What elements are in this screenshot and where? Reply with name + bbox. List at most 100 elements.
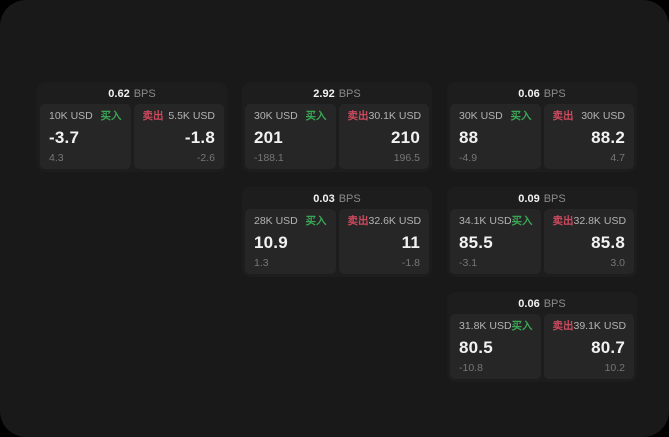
sell-amount: 30.1K USD xyxy=(368,110,422,122)
sell-quote-value: 85.8 xyxy=(591,232,625,252)
buy-sub-value: -3.1 xyxy=(459,256,478,269)
buy-side-label: 买入 xyxy=(305,215,327,227)
bps-quote-card: 0.06 BPS 31.8K USD 买入 80.5 -10.8 卖出 39.1… xyxy=(447,292,637,382)
card-header: 0.09 BPS xyxy=(450,190,634,209)
quote-panels: 31.8K USD 买入 80.5 -10.8 卖出 39.1K USD 80.… xyxy=(450,314,634,379)
sell-side-label: 卖出 xyxy=(142,110,164,122)
card-header: 2.92 BPS xyxy=(245,85,429,104)
sell-quote-value: 80.7 xyxy=(591,337,625,357)
bps-value: 0.06 xyxy=(518,298,540,310)
buy-sub-value: -188.1 xyxy=(254,151,284,164)
buy-amount: 28K USD xyxy=(254,215,298,227)
sell-amount: 30K USD xyxy=(581,110,625,122)
buy-panel-header: 28K USD 买入 xyxy=(254,216,327,227)
sell-panel[interactable]: 卖出 32.8K USD 85.8 3.0 xyxy=(543,209,634,274)
sell-amount: 39.1K USD xyxy=(573,320,627,332)
buy-panel[interactable]: 31.8K USD 买入 80.5 -10.8 xyxy=(450,314,541,379)
sell-quote-value: 11 xyxy=(401,232,420,252)
bps-unit-label: BPS xyxy=(543,298,566,310)
sell-panel-header: 卖出 32.6K USD xyxy=(347,215,422,227)
buy-amount: 10K USD xyxy=(49,110,93,122)
buy-quote-value: 10.9 xyxy=(254,232,288,252)
card-header: 0.03 BPS xyxy=(245,190,429,209)
buy-panel[interactable]: 10K USD 买入 -3.7 4.3 xyxy=(40,104,131,169)
bps-quote-card: 2.92 BPS 30K USD 买入 201 -188.1 卖出 30.1K … xyxy=(242,82,432,172)
sell-side-label: 卖出 xyxy=(552,215,574,227)
bps-quote-card: 0.62 BPS 10K USD 买入 -3.7 4.3 卖出 5.5K USD… xyxy=(37,82,227,172)
bps-unit-label: BPS xyxy=(338,88,361,100)
sell-panel[interactable]: 卖出 5.5K USD -1.8 -2.6 xyxy=(133,104,224,169)
buy-side-label: 买入 xyxy=(511,320,533,332)
sell-sub-value: 3.0 xyxy=(610,256,625,269)
quote-panels: 34.1K USD 买入 85.5 -3.1 卖出 32.8K USD 85.8… xyxy=(450,209,634,274)
sell-sub-value: 196.5 xyxy=(393,151,420,164)
sell-panel-header: 卖出 5.5K USD xyxy=(143,111,216,122)
bps-value: 0.03 xyxy=(313,193,335,205)
buy-panel-header: 31.8K USD 买入 xyxy=(459,320,533,332)
quote-panels: 30K USD 买入 88 -4.9 卖出 30K USD 88.2 4.7 xyxy=(450,104,634,169)
bps-unit-label: BPS xyxy=(133,88,156,100)
buy-quote-value: 201 xyxy=(254,127,283,147)
buy-panel[interactable]: 34.1K USD 买入 85.5 -3.1 xyxy=(450,209,541,274)
sell-sub-value: 10.2 xyxy=(604,361,625,374)
quote-panels: 28K USD 买入 10.9 1.3 卖出 32.6K USD 11 -1.8 xyxy=(245,209,429,274)
quote-panels: 10K USD 买入 -3.7 4.3 卖出 5.5K USD -1.8 -2.… xyxy=(40,104,224,169)
sell-amount: 5.5K USD xyxy=(168,110,215,122)
buy-quote-value: 88 xyxy=(459,127,479,147)
sell-side-label: 卖出 xyxy=(552,320,574,332)
sell-quote-value: -1.8 xyxy=(184,127,215,147)
card-header: 0.06 BPS xyxy=(450,295,634,314)
bps-value: 0.62 xyxy=(108,88,130,100)
sell-sub-value: 4.7 xyxy=(610,151,625,164)
buy-side-label: 买入 xyxy=(511,215,533,227)
sell-side-label: 卖出 xyxy=(347,215,369,227)
buy-side-label: 买入 xyxy=(100,110,122,122)
buy-quote-value: 85.5 xyxy=(459,232,493,252)
sell-sub-value: -2.6 xyxy=(196,151,215,164)
bps-value: 2.92 xyxy=(313,88,335,100)
bps-quote-card: 0.06 BPS 30K USD 买入 88 -4.9 卖出 30K USD 8… xyxy=(447,82,637,172)
sell-panel[interactable]: 卖出 32.6K USD 11 -1.8 xyxy=(338,209,429,274)
sell-panel[interactable]: 卖出 30K USD 88.2 4.7 xyxy=(543,104,634,169)
sell-sub-value: -1.8 xyxy=(401,256,420,269)
buy-side-label: 买入 xyxy=(510,110,532,122)
buy-sub-value: 1.3 xyxy=(254,256,269,269)
buy-panel-header: 30K USD 买入 xyxy=(254,111,327,122)
buy-amount: 30K USD xyxy=(254,110,298,122)
bps-quote-card: 0.09 BPS 34.1K USD 买入 85.5 -3.1 卖出 32.8K… xyxy=(447,187,637,277)
buy-panel[interactable]: 30K USD 买入 201 -188.1 xyxy=(245,104,336,169)
sell-amount: 32.8K USD xyxy=(573,215,627,227)
sell-quote-value: 210 xyxy=(391,127,420,147)
quote-cards-grid: 0.62 BPS 10K USD 买入 -3.7 4.3 卖出 5.5K USD… xyxy=(37,82,637,382)
bps-unit-label: BPS xyxy=(543,88,566,100)
sell-amount: 32.6K USD xyxy=(368,215,422,227)
sell-panel[interactable]: 卖出 30.1K USD 210 196.5 xyxy=(338,104,429,169)
buy-panel-header: 30K USD 买入 xyxy=(459,111,532,122)
buy-panel[interactable]: 28K USD 买入 10.9 1.3 xyxy=(245,209,336,274)
bps-unit-label: BPS xyxy=(543,193,566,205)
bps-quote-card: 0.03 BPS 28K USD 买入 10.9 1.3 卖出 32.6K US… xyxy=(242,187,432,277)
bps-value: 0.06 xyxy=(518,88,540,100)
bps-value: 0.09 xyxy=(518,193,540,205)
buy-amount: 31.8K USD xyxy=(459,320,512,332)
sell-panel-header: 卖出 30.1K USD xyxy=(348,110,422,122)
card-header: 0.06 BPS xyxy=(450,85,634,104)
buy-panel-header: 34.1K USD 买入 xyxy=(459,215,533,227)
buy-sub-value: -4.9 xyxy=(459,151,478,164)
sell-panel[interactable]: 卖出 39.1K USD 80.7 10.2 xyxy=(543,314,634,379)
buy-side-label: 买入 xyxy=(305,110,327,122)
buy-panel-header: 10K USD 买入 xyxy=(49,111,122,122)
buy-amount: 30K USD xyxy=(459,110,503,122)
bps-unit-label: BPS xyxy=(338,193,361,205)
quote-panels: 30K USD 买入 201 -188.1 卖出 30.1K USD 210 1… xyxy=(245,104,429,169)
sell-panel-header: 卖出 32.8K USD xyxy=(552,215,627,227)
card-header: 0.62 BPS xyxy=(40,85,224,104)
sell-panel-header: 卖出 39.1K USD xyxy=(552,320,627,332)
sell-panel-header: 卖出 30K USD xyxy=(553,111,626,122)
sell-side-label: 卖出 xyxy=(552,110,574,122)
buy-quote-value: 80.5 xyxy=(459,337,493,357)
buy-quote-value: -3.7 xyxy=(49,127,80,147)
buy-panel[interactable]: 30K USD 买入 88 -4.9 xyxy=(450,104,541,169)
buy-sub-value: 4.3 xyxy=(49,151,64,164)
